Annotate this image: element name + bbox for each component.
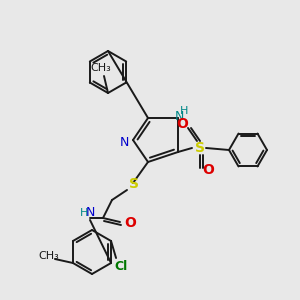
Text: CH₃: CH₃ [91, 63, 111, 73]
Text: N: N [85, 206, 95, 220]
Text: S: S [195, 141, 205, 155]
Text: O: O [202, 163, 214, 177]
Text: O: O [176, 117, 188, 131]
Text: H: H [180, 106, 188, 116]
Text: S: S [129, 177, 139, 191]
Text: Cl: Cl [114, 260, 128, 272]
Text: CH₃: CH₃ [39, 251, 59, 261]
Text: N: N [174, 110, 184, 122]
Text: H: H [80, 208, 88, 218]
Text: O: O [124, 216, 136, 230]
Text: N: N [119, 136, 129, 148]
